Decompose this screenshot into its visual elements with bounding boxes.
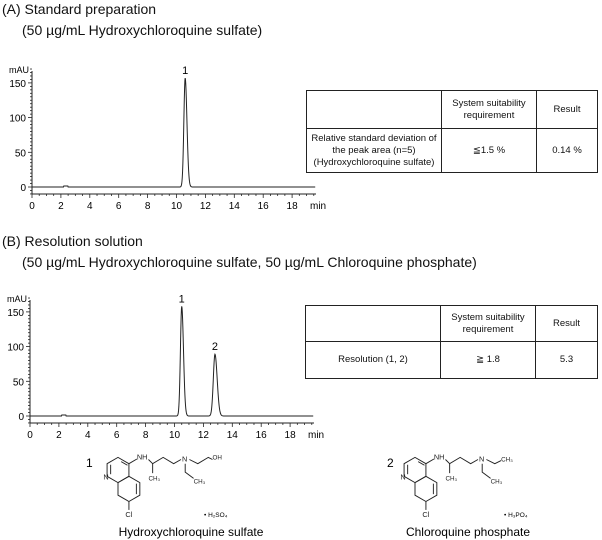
y-tick-label: 0 (20, 183, 26, 194)
atom-label: CH₃ (501, 457, 513, 464)
table-cell: 5.3 (535, 341, 598, 379)
structure-chloroquine: 2 N NH CH₃ N CH₃ CH₃ Cl • H₃PO₄ Chloroqu… (387, 453, 530, 540)
atom-label: NH (434, 453, 445, 462)
table-header-cell: System suitability requirement (441, 90, 537, 129)
x-tick-label: 2 (58, 201, 64, 212)
peak-label: 2 (212, 341, 218, 353)
peak-label: 1 (182, 65, 188, 77)
x-axis-label: min (310, 201, 326, 212)
atom-label: N (479, 455, 484, 464)
x-tick-label: 12 (200, 201, 212, 212)
atom-label: CH₃ (194, 479, 206, 486)
x-tick-label: 4 (87, 201, 93, 212)
y-tick-label: 0 (18, 412, 24, 423)
x-tick-label: 18 (287, 201, 299, 212)
x-tick-label: 6 (116, 201, 122, 212)
table-cell: ≧ 1.8 (440, 341, 536, 379)
chromatogram-trace (32, 77, 316, 188)
y-tick-label: 50 (13, 377, 25, 388)
x-tick-label: 8 (145, 201, 151, 212)
y-tick-label: 100 (7, 343, 24, 354)
y-tick-label: 50 (15, 148, 27, 159)
table-row: Resolution (1, 2) ≧ 1.8 5.3 (305, 341, 598, 379)
suitability-table-b: System suitability requirement Result Re… (305, 305, 598, 379)
x-tick-label: 6 (114, 430, 120, 441)
table-header-row: System suitability requirement Result (305, 305, 598, 342)
salt-label: • H₃PO₄ (504, 512, 528, 519)
panel-a-subtitle: (50 µg/mL Hydroxychloroquine sulfate) (22, 22, 263, 38)
structure-hydroxychloroquine: 1 N NH CH₃ N OH CH₃ Cl • H₂SO₄ Hydroxych… (86, 453, 264, 540)
table-cell: Resolution (1, 2) (305, 341, 441, 379)
x-axis-label: min (308, 430, 324, 441)
table-row: Relative standard deviation of the peak … (306, 128, 598, 173)
x-tick-label: 4 (85, 430, 91, 441)
panel-b-subtitle: (50 µg/mL Hydroxychloroquine sulfate, 50… (22, 254, 477, 270)
atom-label: OH (213, 455, 223, 462)
panel-b-title: (B) Resolution solution (2, 233, 143, 249)
salt-label: • H₂SO₄ (204, 512, 228, 519)
suitability-table-a: System suitability requirement Result Re… (306, 90, 598, 173)
y-axis-label: mAU (9, 65, 29, 75)
structure-number: 2 (387, 456, 394, 470)
table-header-cell: Result (535, 305, 598, 342)
y-axis-label: mAU (7, 294, 27, 304)
atom-label: Cl (125, 510, 132, 519)
atom-label: N (182, 455, 187, 464)
y-tick-label: 150 (7, 308, 24, 319)
table-header-cell: System suitability requirement (440, 305, 536, 342)
chromatogram-trace (30, 306, 314, 417)
x-tick-label: 14 (229, 201, 241, 212)
table-header-cell: Result (536, 90, 598, 129)
x-tick-label: 18 (285, 430, 297, 441)
x-tick-label: 0 (27, 430, 33, 441)
table-header-cell (305, 305, 441, 342)
x-tick-label: 10 (169, 430, 181, 441)
panel-a-title: (A) Standard preparation (2, 1, 157, 17)
atom-label: N (103, 472, 108, 481)
atom-label: N (400, 472, 405, 481)
table-cell: ≦1.5 % (441, 128, 537, 173)
table-cell: Relative standard deviation of the peak … (306, 128, 442, 173)
table-header-cell (306, 90, 442, 129)
y-tick-label: 100 (9, 114, 26, 125)
atom-label: Cl (422, 510, 429, 519)
x-tick-label: 16 (258, 201, 270, 212)
atom-label: CH₃ (445, 476, 457, 483)
table-cell: 0.14 % (536, 128, 598, 173)
x-tick-label: 2 (56, 430, 62, 441)
x-tick-label: 16 (256, 430, 268, 441)
compound-name: Chloroquine phosphate (406, 525, 530, 539)
y-tick-label: 150 (9, 79, 26, 90)
atom-label: CH₃ (148, 476, 160, 483)
atom-label: NH (137, 453, 148, 462)
table-header-row: System suitability requirement Result (306, 90, 598, 129)
atom-label: CH₃ (491, 479, 503, 486)
x-tick-label: 14 (227, 430, 239, 441)
x-tick-label: 12 (198, 430, 210, 441)
x-tick-label: 0 (29, 201, 35, 212)
peak-label: 1 (179, 293, 185, 305)
x-tick-label: 10 (171, 201, 183, 212)
x-tick-label: 8 (143, 430, 149, 441)
compound-name: Hydroxychloroquine sulfate (119, 525, 264, 539)
structure-number: 1 (86, 456, 93, 470)
